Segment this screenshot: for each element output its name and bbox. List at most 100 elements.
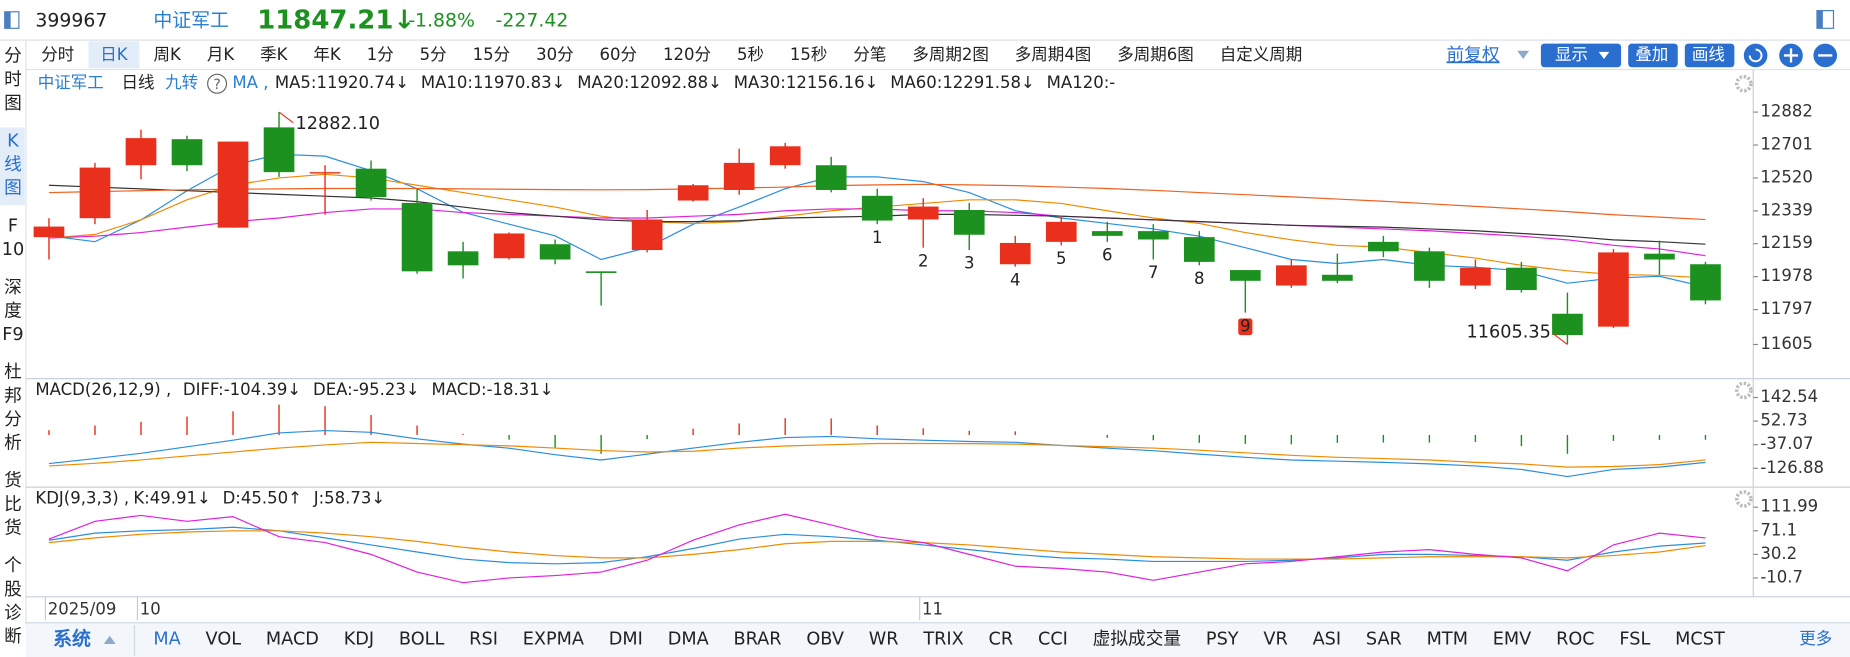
candle-body — [33, 226, 65, 238]
side-item[interactable]: 分时图 — [4, 46, 22, 114]
kdj-legend-item: D:45.50↑ — [223, 488, 302, 507]
period-tab[interactable]: 15分 — [473, 45, 511, 64]
side-item[interactable]: 杜邦分析 — [4, 362, 22, 454]
candle-body — [585, 271, 617, 273]
indicator-tab[interactable]: PSY — [1206, 629, 1239, 649]
period-tab[interactable]: 年K — [313, 45, 342, 64]
low-label: 11605.35 — [1466, 323, 1550, 343]
kdj-legend-item: J:58.73↓ — [313, 488, 386, 507]
period-tab[interactable]: 多周期2图 — [912, 45, 989, 64]
candle-body — [493, 233, 525, 259]
indicator-tab[interactable]: ASI — [1313, 629, 1342, 649]
period-tab[interactable]: 5分 — [420, 45, 447, 64]
period-tab[interactable]: 分时 — [41, 45, 74, 64]
high-label: 12882.10 — [296, 114, 380, 134]
indicator-tab[interactable]: WR — [869, 629, 899, 649]
macd-title: MACD(26,12,9) , — [35, 380, 171, 399]
indicator-tab[interactable]: KDJ — [344, 629, 374, 649]
period-tab[interactable]: 多周期4图 — [1015, 45, 1092, 64]
side-item[interactable]: K 线图 — [4, 132, 22, 199]
show-button[interactable] — [1540, 43, 1622, 68]
y-tick-label: 11978 — [1760, 266, 1813, 285]
window-icon-fill — [4, 11, 11, 29]
y-tick-label: -37.07 — [1760, 434, 1813, 453]
y-tick-label: 12339 — [1760, 200, 1813, 219]
nine-turn-label: 7 — [1148, 263, 1159, 282]
y-tick-label: 142.54 — [1760, 387, 1818, 406]
overlay-button[interactable] — [1628, 43, 1678, 68]
macd-legend-item: MACD:-18.31↓ — [432, 380, 554, 399]
kdj-line — [48, 530, 1706, 560]
indicator-tab[interactable]: SAR — [1366, 629, 1402, 649]
period-tab[interactable]: 30分 — [536, 45, 574, 64]
indicator-tab[interactable]: OBV — [806, 629, 844, 649]
more-tab[interactable]: 更多 — [1799, 629, 1832, 648]
side-item[interactable]: F 10 — [2, 216, 25, 260]
gear-icons — [1734, 74, 1753, 508]
ma-legend-item: MA30:12156.16↓ — [734, 73, 879, 92]
period-tab[interactable]: 分笔 — [853, 45, 886, 64]
indicator-tab[interactable]: MCST — [1675, 629, 1725, 649]
help-icon[interactable] — [207, 73, 228, 94]
nine-turn-label: 1 — [872, 228, 883, 247]
candle-body — [999, 242, 1031, 265]
side-item[interactable]: 货比货 — [4, 470, 22, 538]
gear[interactable] — [1734, 381, 1753, 400]
indicator-tab[interactable]: DMA — [668, 629, 709, 649]
indicator-tab[interactable]: CR — [989, 629, 1014, 649]
indicator-tab[interactable]: ROC — [1556, 629, 1595, 649]
window-icon[interactable] — [4, 11, 20, 29]
indicator-tab[interactable]: MACD — [266, 629, 319, 649]
indicator-tab[interactable]: 虚拟成交量 — [1093, 628, 1181, 649]
side-item[interactable]: 个股诊断 — [4, 555, 22, 647]
indicator-tab[interactable]: VR — [1263, 629, 1287, 649]
indicator-tab[interactable]: EMV — [1493, 629, 1532, 649]
nine-turn-label: 6 — [1102, 246, 1113, 265]
gear[interactable] — [1734, 74, 1753, 93]
adjust[interactable]: 前复权 — [1446, 44, 1499, 65]
indicator-tab[interactable]: MA — [153, 629, 180, 649]
period-tab[interactable]: 15秒 — [790, 45, 828, 64]
period-tab[interactable]: 多周期6图 — [1117, 45, 1194, 64]
gear[interactable] — [1734, 490, 1753, 508]
period-tab[interactable]: 120分 — [663, 45, 711, 64]
indicator-tab[interactable]: CCI — [1038, 629, 1068, 649]
period-tab[interactable]: 日K — [100, 45, 129, 64]
period-tab[interactable]: 5秒 — [737, 45, 764, 64]
candle-body — [953, 210, 985, 235]
overlay-label: 叠加 — [1635, 45, 1668, 64]
indicator-tab[interactable]: TRIX — [922, 629, 963, 649]
date-label: 11 — [922, 599, 943, 618]
period-tab[interactable]: 季K — [260, 45, 289, 64]
candle-body — [907, 206, 939, 220]
nine-turn-label: 2 — [918, 251, 929, 270]
candle-body — [861, 195, 893, 221]
period-tab[interactable]: 60分 — [600, 45, 638, 64]
ma-legend-item: MA10:11970.83↓ — [421, 73, 566, 92]
nine-turn-label: 4 — [1010, 270, 1021, 289]
period-tab[interactable]: 1分 — [367, 45, 394, 64]
system-arrow — [103, 635, 116, 645]
y-tick-label: 111.99 — [1760, 497, 1818, 516]
reset-button[interactable] — [1743, 43, 1768, 68]
candle-body — [355, 168, 387, 198]
system-tab[interactable]: 系统 — [53, 627, 91, 650]
side-item[interactable]: 深度 F9 — [2, 277, 23, 345]
y-tick-label: 12701 — [1760, 135, 1813, 154]
indicator-tab[interactable]: EXPMA — [523, 629, 584, 649]
indicator-tab[interactable]: RSI — [469, 629, 498, 649]
period-tab[interactable]: 周K — [154, 45, 183, 64]
y-tick-label: -126.88 — [1760, 458, 1824, 477]
indicator-tab[interactable]: BRAR — [733, 629, 781, 649]
draw-button[interactable] — [1684, 43, 1735, 68]
candle-body — [1276, 265, 1307, 286]
indicator-tab[interactable]: DMI — [609, 629, 643, 649]
period-tab[interactable]: 自定义周期 — [1220, 45, 1303, 64]
indicator-tab[interactable]: FSL — [1619, 629, 1650, 649]
indicator-tab[interactable]: BOLL — [399, 629, 445, 649]
candle-body — [447, 251, 479, 266]
indicator-tab[interactable]: MTM — [1427, 629, 1468, 649]
period-tab[interactable]: 月K — [207, 45, 236, 64]
candle-body — [1414, 251, 1445, 281]
indicator-tab[interactable]: VOL — [206, 629, 242, 649]
